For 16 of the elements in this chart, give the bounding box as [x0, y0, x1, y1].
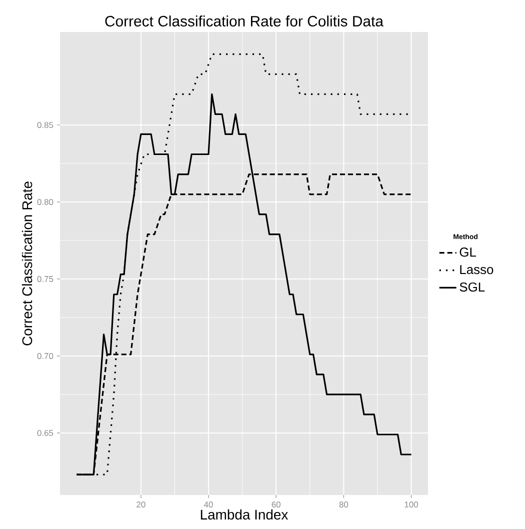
- chart-title: Correct Classification Rate for Colitis Data: [105, 16, 384, 26]
- y-tick-label: 0.80: [37, 198, 54, 205]
- x-tick-label: 100: [404, 502, 418, 508]
- y-tick-label: 0.65: [37, 430, 54, 436]
- legend-label: Lasso: [460, 265, 494, 274]
- legend-label: GL: [460, 248, 476, 257]
- y-tick-label: 0.75: [37, 276, 54, 282]
- x-tick-label: 40: [204, 502, 213, 508]
- y-tick-label: 0.70: [37, 352, 54, 359]
- x-axis-title: Lambda Index: [200, 509, 288, 520]
- y-tick-label: 0.85: [37, 122, 54, 128]
- x-tick-label: 80: [339, 502, 348, 508]
- x-tick-label: 20: [136, 502, 146, 508]
- x-tick-label: 60: [272, 502, 280, 508]
- y-axis-title: Correct Classification Rate: [22, 182, 32, 346]
- legend-label: SGL: [460, 282, 485, 292]
